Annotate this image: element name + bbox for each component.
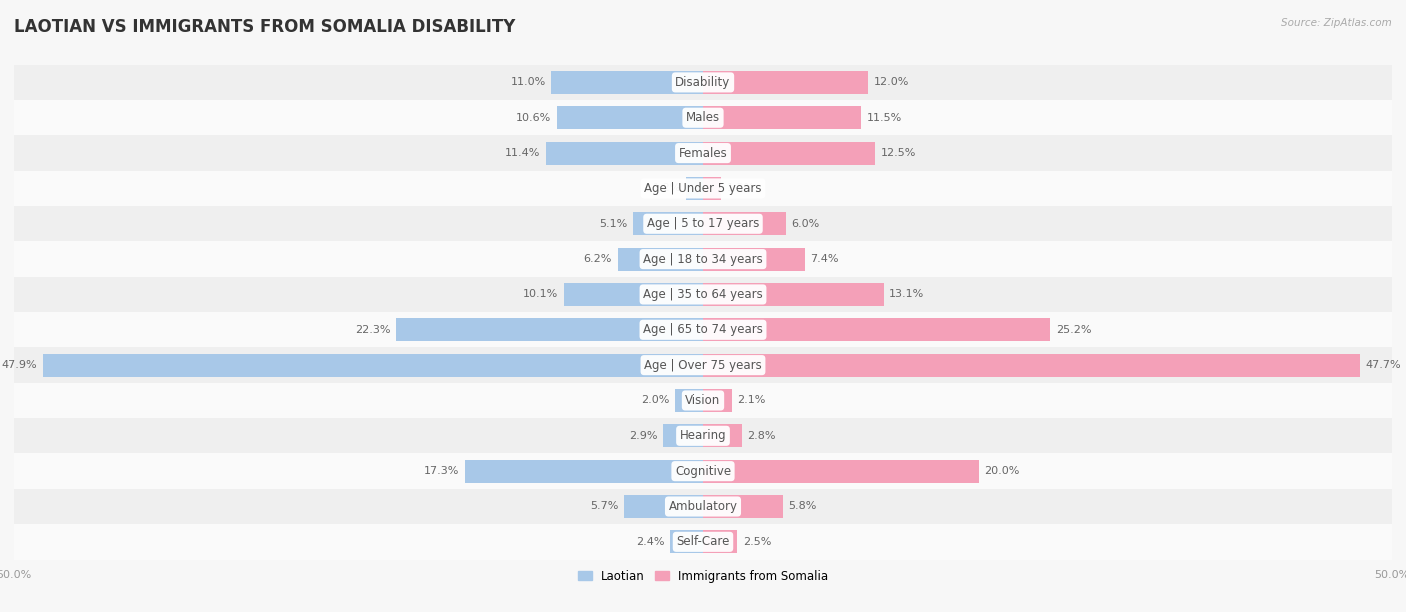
Text: Source: ZipAtlas.com: Source: ZipAtlas.com xyxy=(1281,18,1392,28)
Text: 12.0%: 12.0% xyxy=(875,77,910,88)
Text: 25.2%: 25.2% xyxy=(1056,325,1091,335)
Text: 1.2%: 1.2% xyxy=(652,184,681,193)
Bar xyxy=(14,277,1392,312)
Text: 20.0%: 20.0% xyxy=(984,466,1019,476)
Text: Vision: Vision xyxy=(685,394,721,407)
Bar xyxy=(624,495,703,518)
Text: Ambulatory: Ambulatory xyxy=(668,500,738,513)
Text: 2.4%: 2.4% xyxy=(636,537,665,547)
Bar xyxy=(14,524,1392,559)
Text: 5.1%: 5.1% xyxy=(599,218,627,229)
Text: Females: Females xyxy=(679,147,727,160)
Legend: Laotian, Immigrants from Somalia: Laotian, Immigrants from Somalia xyxy=(574,565,832,588)
Bar xyxy=(703,141,875,165)
Text: Cognitive: Cognitive xyxy=(675,465,731,477)
Bar xyxy=(703,248,806,271)
Text: 2.5%: 2.5% xyxy=(742,537,772,547)
Text: LAOTIAN VS IMMIGRANTS FROM SOMALIA DISABILITY: LAOTIAN VS IMMIGRANTS FROM SOMALIA DISAB… xyxy=(14,18,516,36)
Text: Hearing: Hearing xyxy=(679,429,727,442)
Text: Males: Males xyxy=(686,111,720,124)
Bar xyxy=(703,318,1050,341)
Bar xyxy=(546,141,703,165)
Bar xyxy=(464,460,703,483)
Bar xyxy=(14,312,1392,348)
Bar xyxy=(14,453,1392,489)
Text: 47.7%: 47.7% xyxy=(1365,360,1402,370)
Text: 11.4%: 11.4% xyxy=(505,148,540,158)
Bar xyxy=(703,212,786,235)
Text: Age | 18 to 34 years: Age | 18 to 34 years xyxy=(643,253,763,266)
Text: 2.8%: 2.8% xyxy=(747,431,776,441)
Bar xyxy=(703,460,979,483)
Text: 22.3%: 22.3% xyxy=(354,325,391,335)
Bar xyxy=(703,71,869,94)
Text: Age | Over 75 years: Age | Over 75 years xyxy=(644,359,762,371)
Bar xyxy=(14,171,1392,206)
Text: 6.2%: 6.2% xyxy=(583,254,612,264)
Bar xyxy=(703,354,1360,376)
Text: Age | Under 5 years: Age | Under 5 years xyxy=(644,182,762,195)
Text: 47.9%: 47.9% xyxy=(1,360,38,370)
Text: 2.9%: 2.9% xyxy=(628,431,658,441)
Text: 2.0%: 2.0% xyxy=(641,395,669,406)
Bar xyxy=(664,424,703,447)
Bar xyxy=(14,135,1392,171)
Bar xyxy=(14,382,1392,418)
Text: Self-Care: Self-Care xyxy=(676,536,730,548)
Text: Age | 65 to 74 years: Age | 65 to 74 years xyxy=(643,323,763,336)
Bar xyxy=(44,354,703,376)
Text: 11.5%: 11.5% xyxy=(868,113,903,123)
Bar xyxy=(703,283,883,306)
Text: Age | 5 to 17 years: Age | 5 to 17 years xyxy=(647,217,759,230)
Text: Disability: Disability xyxy=(675,76,731,89)
Bar xyxy=(703,531,738,553)
Bar xyxy=(14,100,1392,135)
Bar xyxy=(14,242,1392,277)
Text: 6.0%: 6.0% xyxy=(792,218,820,229)
Text: 10.6%: 10.6% xyxy=(516,113,551,123)
Text: 10.1%: 10.1% xyxy=(523,289,558,299)
Text: 5.8%: 5.8% xyxy=(789,501,817,512)
Bar xyxy=(675,389,703,412)
Bar xyxy=(551,71,703,94)
Text: 7.4%: 7.4% xyxy=(810,254,839,264)
Text: 1.3%: 1.3% xyxy=(727,184,755,193)
Bar xyxy=(703,389,733,412)
Bar xyxy=(633,212,703,235)
Bar xyxy=(14,348,1392,382)
Bar xyxy=(703,424,741,447)
Bar xyxy=(14,489,1392,524)
Text: Age | 35 to 64 years: Age | 35 to 64 years xyxy=(643,288,763,301)
Text: 11.0%: 11.0% xyxy=(510,77,546,88)
Bar xyxy=(669,531,703,553)
Bar xyxy=(703,495,783,518)
Bar xyxy=(557,106,703,129)
Bar xyxy=(14,65,1392,100)
Bar xyxy=(14,418,1392,453)
Text: 5.7%: 5.7% xyxy=(591,501,619,512)
Bar xyxy=(703,177,721,200)
Text: 12.5%: 12.5% xyxy=(880,148,917,158)
Bar xyxy=(703,106,862,129)
Text: 2.1%: 2.1% xyxy=(738,395,766,406)
Bar xyxy=(564,283,703,306)
Bar xyxy=(14,206,1392,242)
Text: 17.3%: 17.3% xyxy=(423,466,460,476)
Bar xyxy=(686,177,703,200)
Bar xyxy=(395,318,703,341)
Text: 13.1%: 13.1% xyxy=(889,289,924,299)
Bar xyxy=(617,248,703,271)
